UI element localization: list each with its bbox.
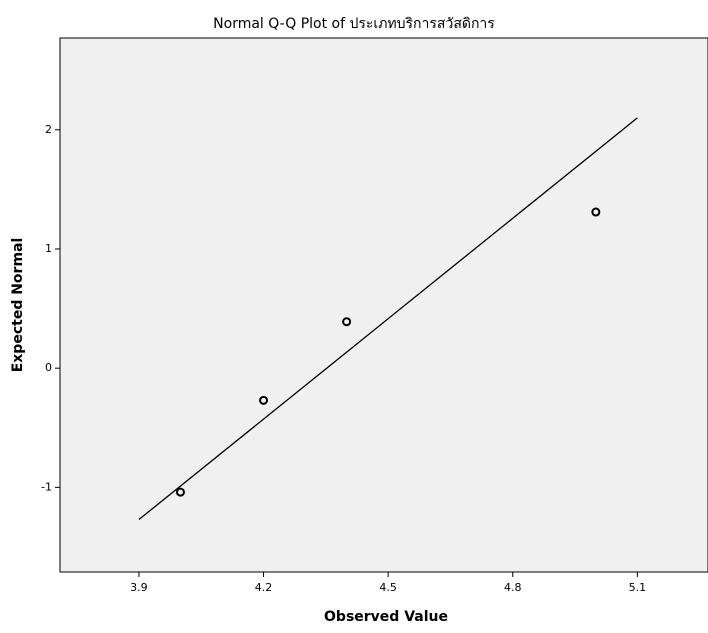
y-tick-label: -1 — [41, 480, 52, 493]
x-tick-label: 4.5 — [379, 581, 397, 594]
x-tick-label: 3.9 — [130, 581, 148, 594]
plot-area — [59, 37, 708, 573]
x-tick-label: 4.8 — [504, 581, 522, 594]
y-axis-title: Expected Normal — [10, 238, 26, 373]
y-tick-label: 1 — [45, 242, 52, 255]
reference-line — [138, 117, 638, 521]
y-tick-label: 0 — [45, 361, 52, 374]
x-tick-label: 4.2 — [255, 581, 273, 594]
x-tick-label: 5.1 — [629, 581, 647, 594]
chart-title: Normal Q-Q Plot of ประเภทบริการสวัสดิการ — [213, 16, 495, 32]
x-axis-title: Observed Value — [324, 609, 448, 625]
data-point — [342, 317, 352, 327]
data-point — [591, 207, 601, 217]
data-point — [259, 395, 269, 405]
data-point — [175, 487, 185, 497]
y-tick-label: 2 — [45, 123, 52, 136]
